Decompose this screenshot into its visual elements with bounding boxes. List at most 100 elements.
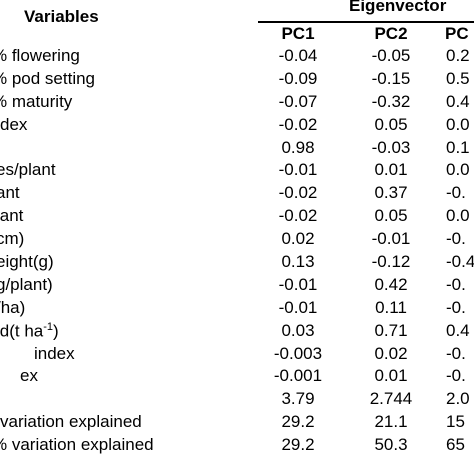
cell-pc3: 0.5: [446, 68, 470, 88]
cell-pc3: 0.0: [446, 206, 470, 226]
cell-pc3: -0.: [446, 229, 466, 249]
cell-pc2: 50.3: [374, 435, 408, 455]
row-label: /ha): [0, 298, 25, 318]
cell-pc3: 2.0: [446, 389, 470, 409]
cell-pc3: -0.: [446, 297, 466, 317]
table-row: ld(t ha-1) 0.03 0.71 0.4: [0, 319, 474, 342]
row-label-superscript: -1: [43, 320, 54, 333]
table-row: % maturity -0.07 -0.32 0.4: [0, 90, 474, 113]
table-row: 3.79 2.744 2.0: [0, 387, 474, 410]
row-label: index: [34, 344, 75, 364]
table-row: cm) 0.02 -0.01 -0.: [0, 227, 474, 250]
row-label-text: /ha): [0, 297, 26, 317]
cell-pc3: -0.: [446, 343, 466, 363]
cell-pc2: -0.05: [371, 46, 411, 65]
cell-pc1: 29.2: [281, 412, 315, 432]
cell-pc2: -0.15: [371, 68, 411, 88]
cell-pc1: -0.01: [278, 297, 318, 317]
row-label-text: % flowering: [0, 46, 80, 65]
row-label: % flowering: [0, 46, 80, 66]
cell-pc1: -0.04: [278, 46, 318, 65]
row-label: es/plant: [0, 160, 56, 180]
cell-pc1: -0.09: [278, 68, 318, 88]
cell-pc2: -0.01: [371, 229, 411, 249]
column-header-pc1: PC1: [281, 24, 315, 43]
cell-pc1: 0.98: [281, 137, 315, 157]
cell-pc2: 0.42: [374, 274, 408, 294]
row-label: eight(g): [0, 252, 54, 272]
table-row: lant -0.02 0.05 0.0: [0, 204, 474, 227]
row-label-text: % maturity: [0, 91, 73, 111]
cell-pc1: 0.02: [281, 229, 315, 249]
table-row: variation explained 29.2 21.1 15: [0, 410, 474, 433]
cell-pc2: 0.01: [374, 366, 408, 386]
table-row: ant -0.02 0.37 -0.: [0, 181, 474, 204]
row-label-tail: ): [53, 321, 59, 341]
cell-pc1: 29.2: [281, 435, 315, 455]
row-label-text: % variation explained: [0, 435, 154, 455]
cell-pc3: 0.1: [446, 137, 470, 157]
table-row: % variation explained 29.2 50.3 65: [0, 433, 474, 456]
row-label-text: ld(t ha: [0, 321, 44, 341]
variables-heading: Variables: [24, 7, 99, 26]
cell-pc1: -0.02: [278, 183, 318, 203]
row-label-text: es/plant: [0, 160, 56, 180]
row-label: % pod setting: [0, 69, 95, 89]
row-label: ld(t ha-1): [0, 321, 59, 342]
row-label: g/plant): [0, 275, 53, 295]
row-label-text: eight(g): [0, 252, 54, 272]
table-row: % pod setting -0.09 -0.15 0.5: [0, 67, 474, 90]
cell-pc2: 0.71: [374, 320, 408, 340]
row-label: ex: [20, 366, 38, 386]
row-label: variation explained: [0, 412, 142, 432]
cell-pc3: -0.: [446, 366, 466, 386]
cell-pc3: 65: [446, 435, 465, 455]
row-label-text: ex: [20, 366, 38, 386]
table-row: % flowering -0.04 -0.05 0.2: [0, 44, 474, 67]
cell-pc3: 0.4: [446, 320, 470, 340]
table-row: ex -0.001 0.01 -0.: [0, 364, 474, 387]
row-label-text: dex: [0, 114, 28, 134]
row-label: cm): [0, 229, 24, 249]
table-row: es/plant -0.01 0.01 0.0: [0, 158, 474, 181]
cell-pc2: 0.05: [374, 206, 408, 226]
cell-pc2: -0.12: [371, 252, 411, 272]
row-label: lant: [0, 206, 23, 226]
cell-pc1: -0.07: [278, 91, 318, 111]
cell-pc2: 0.02: [374, 343, 408, 363]
table-row: eight(g) 0.13 -0.12 -0.4: [0, 250, 474, 273]
cell-pc3: 0.0: [446, 114, 470, 134]
cell-pc1: 0.03: [281, 320, 315, 340]
column-header-pc2: PC2: [374, 24, 408, 43]
row-label: dex: [0, 115, 27, 135]
cell-pc2: 21.1: [374, 412, 408, 432]
row-label-text: g/plant): [0, 274, 53, 294]
eigenvectors-heading: Eigenvector: [349, 0, 447, 15]
cell-pc2: 0.11: [375, 297, 407, 317]
cell-pc2: 0.05: [374, 114, 408, 134]
table-row: /ha) -0.01 0.11 -0.: [0, 296, 474, 319]
cell-pc2: -0.32: [371, 91, 411, 111]
cell-pc1: 3.79: [281, 389, 315, 409]
row-label: % maturity: [0, 92, 72, 112]
cell-pc2: -0.03: [371, 137, 411, 157]
cell-pc2: 0.01: [374, 160, 408, 180]
column-header-pc3: PC: [445, 24, 469, 43]
row-label: % variation explained: [0, 435, 154, 455]
row-label-text: % pod setting: [0, 68, 96, 88]
row-label-text: lant: [0, 206, 24, 226]
table-row: index -0.003 0.02 -0.: [0, 342, 474, 365]
cell-pc3: 0.2: [446, 46, 470, 65]
table-row: 0.98 -0.03 0.1: [0, 136, 474, 159]
row-label-text: variation explained: [0, 412, 142, 432]
cell-pc3: -0.: [446, 274, 466, 294]
row-label-text: cm): [0, 229, 25, 249]
cell-pc3: -0.: [446, 183, 466, 203]
cell-pc3: -0.4: [446, 252, 474, 272]
table-header: Variables Eigenvector PC1 PC2 PC: [0, 0, 474, 48]
table-row: dex -0.02 0.05 0.0: [0, 113, 474, 136]
cell-pc3: 0.4: [446, 91, 470, 111]
row-label: ant: [0, 183, 20, 203]
row-label-text: index: [34, 343, 75, 363]
cell-pc2: 0.37: [374, 183, 408, 203]
